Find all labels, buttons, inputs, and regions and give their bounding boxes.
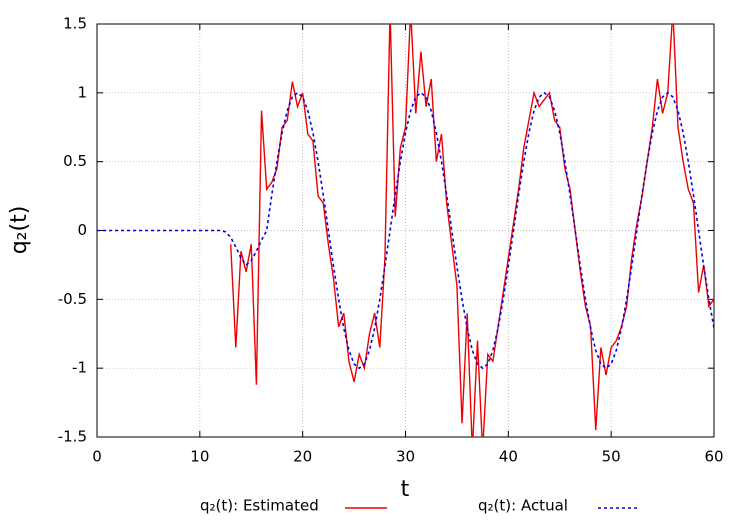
y-tick-label: -1 — [72, 359, 87, 377]
x-tick-label: 30 — [396, 448, 415, 466]
series-line — [97, 91, 714, 370]
legend-label: q₂(t): Actual — [478, 497, 568, 515]
legend-label: q₂(t): Estimated — [200, 497, 319, 515]
x-tick-label: 60 — [704, 448, 723, 466]
plot-area — [97, 24, 714, 437]
y-tick-label: -1.5 — [58, 428, 87, 446]
y-tick-label: 1.5 — [63, 15, 87, 33]
x-tick-label: 40 — [499, 448, 518, 466]
y-tick-label: -0.5 — [58, 290, 87, 308]
y-axis-label: q₂(t) — [7, 206, 32, 255]
y-tick-label: 1 — [77, 83, 87, 101]
y-tick-label: 0.5 — [63, 152, 87, 170]
x-tick-label: 0 — [92, 448, 102, 466]
series-line — [229, 24, 714, 437]
x-tick-label: 10 — [190, 448, 209, 466]
y-tick-label: 0 — [77, 221, 87, 239]
x-tick-label: 50 — [602, 448, 621, 466]
x-tick-label: 20 — [293, 448, 312, 466]
x-axis-label: t — [401, 477, 410, 502]
